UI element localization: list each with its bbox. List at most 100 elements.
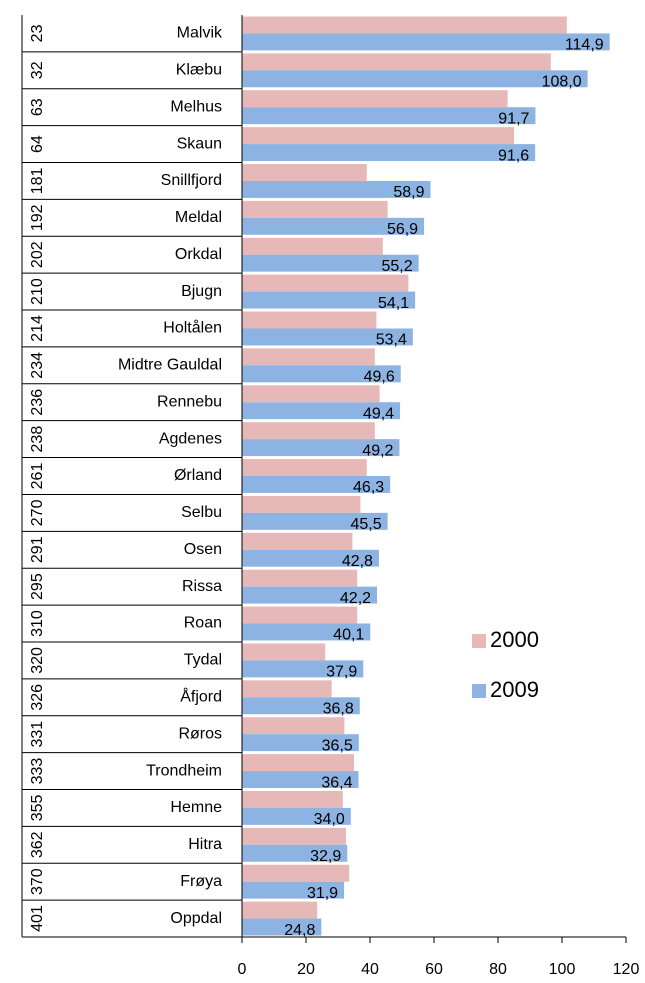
bar	[242, 164, 367, 181]
category-label: Rennebu	[157, 393, 222, 410]
legend-swatch	[472, 684, 486, 698]
bar	[242, 402, 401, 420]
data-label: 46,3	[353, 479, 384, 496]
bar	[242, 881, 345, 899]
data-label: 114,9	[565, 37, 604, 54]
bar	[242, 217, 425, 235]
rank-label: 320	[29, 647, 46, 674]
data-label: 24,8	[284, 922, 315, 939]
bar	[242, 512, 388, 530]
category-label: Orkdal	[175, 246, 222, 263]
bar	[242, 771, 359, 788]
rank-label: 210	[29, 278, 46, 305]
data-label: 45,5	[350, 516, 381, 533]
category-label: Agdenes	[159, 430, 222, 447]
x-tick-label: 80	[489, 961, 507, 978]
category-label: Oppdal	[170, 910, 222, 927]
bar	[242, 254, 419, 272]
rank-label: 181	[29, 168, 46, 195]
category-label: Hemne	[170, 799, 222, 816]
bar	[242, 53, 551, 71]
rank-label: 234	[29, 352, 46, 379]
data-label: 58,9	[393, 184, 424, 201]
bar	[242, 365, 401, 383]
bar	[242, 569, 358, 587]
data-label: 34,0	[314, 811, 345, 828]
bar	[242, 385, 380, 403]
data-label: 42,8	[342, 553, 373, 570]
data-label: 40,1	[333, 627, 364, 644]
category-label: Snillfjord	[161, 172, 222, 189]
rank-label: 362	[29, 831, 46, 858]
rank-label: 238	[29, 426, 46, 453]
category-label: Meldal	[175, 209, 222, 226]
data-label: 56,9	[387, 221, 418, 238]
bar	[242, 311, 377, 329]
bar	[242, 918, 322, 936]
bar	[242, 439, 400, 457]
data-label: 49,2	[362, 442, 393, 459]
category-label: Hitra	[188, 836, 222, 853]
bar	[242, 754, 354, 772]
data-label: 36,4	[321, 774, 352, 791]
legend-label: 2009	[490, 677, 539, 702]
rank-label: 214	[29, 315, 46, 342]
data-label: 31,9	[307, 885, 338, 902]
bar	[242, 144, 536, 162]
bar	[242, 827, 346, 845]
bar	[242, 459, 367, 476]
x-tick-label: 40	[361, 961, 379, 978]
rank-label: 270	[29, 499, 46, 526]
data-label: 53,4	[376, 332, 407, 349]
bar	[242, 734, 359, 752]
bar	[242, 844, 348, 862]
rank-label: 261	[29, 463, 46, 490]
rank-label: 295	[29, 573, 46, 600]
rank-label: 63	[29, 98, 46, 116]
data-label: 36,8	[323, 700, 354, 717]
bar	[242, 237, 383, 255]
bar	[242, 901, 318, 919]
bar	[242, 717, 345, 735]
bar	[242, 790, 343, 808]
data-label: 42,2	[340, 590, 371, 607]
rank-label: 202	[29, 241, 46, 268]
rank-label: 291	[29, 536, 46, 563]
category-label: Midtre Gauldal	[118, 357, 222, 374]
bar	[242, 422, 375, 440]
bar	[242, 680, 332, 698]
category-label: Trondheim	[146, 762, 222, 779]
bar	[242, 807, 351, 825]
rank-label: 32	[29, 61, 46, 79]
bar	[242, 70, 588, 88]
bar	[242, 643, 326, 661]
bar	[242, 180, 431, 198]
rank-label: 331	[29, 721, 46, 748]
category-label: Osen	[184, 541, 222, 558]
x-tick-label: 20	[297, 961, 315, 978]
rank-label: 192	[29, 204, 46, 231]
bar	[242, 623, 371, 641]
data-label: 49,4	[363, 405, 394, 422]
bar	[242, 348, 375, 366]
category-label: Ørland	[174, 467, 222, 484]
legend-swatch	[472, 634, 486, 648]
category-label: Rissa	[182, 578, 222, 595]
category-label: Røros	[178, 725, 222, 742]
category-label: Skaun	[177, 135, 222, 152]
category-label: Tydal	[184, 652, 222, 669]
rank-label: 236	[29, 389, 46, 416]
x-tick-label: 100	[549, 961, 576, 978]
category-label: Klæbu	[176, 62, 222, 79]
category-label: Bjugn	[181, 283, 222, 300]
rank-label: 64	[29, 135, 46, 153]
data-label: 91,7	[498, 110, 529, 127]
rank-label: 326	[29, 684, 46, 711]
x-tick-label: 0	[238, 961, 247, 978]
bar	[242, 476, 391, 493]
data-label: 108,0	[542, 74, 582, 91]
category-label: Frøya	[180, 873, 222, 890]
data-label: 36,5	[322, 737, 353, 754]
bar	[242, 495, 361, 513]
